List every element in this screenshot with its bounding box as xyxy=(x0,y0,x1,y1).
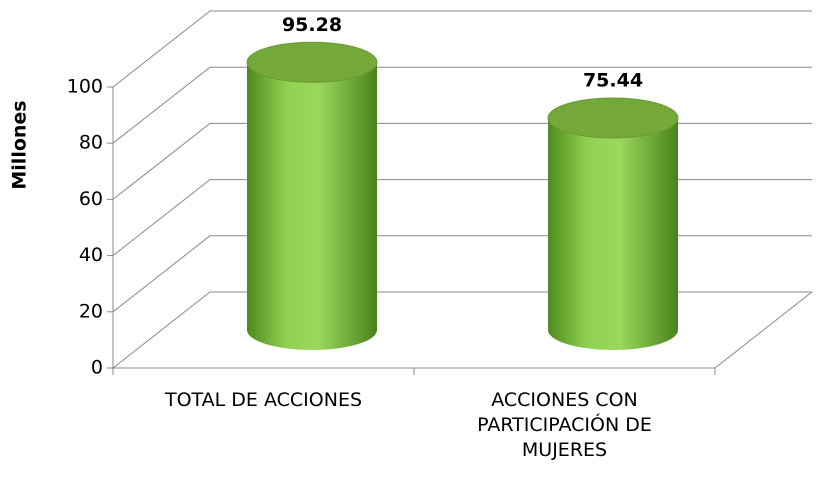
cylinder xyxy=(548,98,678,350)
grid-line xyxy=(112,179,812,256)
grid-line xyxy=(112,122,812,200)
grid-line xyxy=(112,235,812,313)
value-label: 95.28 xyxy=(282,14,342,36)
x-tick-label: TOTAL DE ACCIONES xyxy=(164,389,363,411)
cylinder xyxy=(247,42,377,351)
y-axis-label: Millones xyxy=(9,100,31,189)
y-tick-label: 20 xyxy=(79,300,103,322)
grid-line xyxy=(112,66,812,144)
grid-line xyxy=(112,10,812,88)
cylinder-top xyxy=(246,41,378,83)
y-tick-label: 60 xyxy=(79,188,103,210)
x-tick-label: ACCIONES CON PARTICIPACIÓN DE MUJERES xyxy=(477,389,652,461)
y-tick-label: 0 xyxy=(91,357,103,379)
y-tick-label: 100 xyxy=(67,76,103,98)
cylinder-top xyxy=(547,97,679,139)
grid-line xyxy=(112,291,812,369)
y-tick-label: 40 xyxy=(79,244,103,266)
y-tick-label: 80 xyxy=(79,132,103,154)
value-label: 75.44 xyxy=(583,70,643,92)
floor xyxy=(113,291,813,369)
